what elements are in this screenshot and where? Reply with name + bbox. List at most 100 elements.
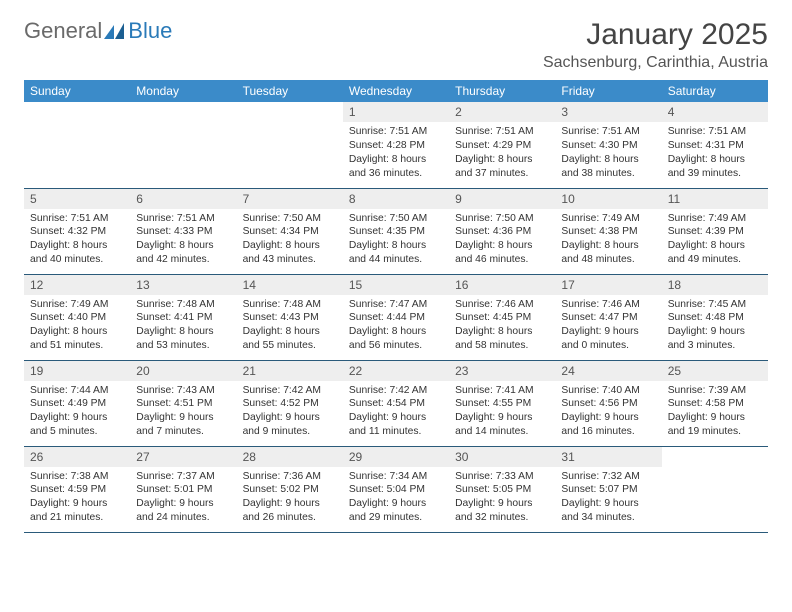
calendar-day-cell: [662, 446, 768, 532]
weekday-header: Thursday: [449, 80, 555, 102]
day-detail-line: Sunrise: 7:46 AM: [561, 298, 655, 312]
day-detail-line: Sunset: 4:55 PM: [455, 397, 549, 411]
day-number: 22: [343, 361, 449, 381]
day-detail-line: Daylight: 8 hours: [136, 325, 230, 339]
day-details: [130, 122, 236, 131]
calendar-day-cell: 9Sunrise: 7:50 AMSunset: 4:36 PMDaylight…: [449, 188, 555, 274]
day-number: [24, 102, 130, 122]
day-details: Sunrise: 7:47 AMSunset: 4:44 PMDaylight:…: [343, 295, 449, 360]
day-details: Sunrise: 7:37 AMSunset: 5:01 PMDaylight:…: [130, 467, 236, 532]
calendar-day-cell: 14Sunrise: 7:48 AMSunset: 4:43 PMDayligh…: [237, 274, 343, 360]
calendar-table: SundayMondayTuesdayWednesdayThursdayFrid…: [24, 80, 768, 533]
day-details: Sunrise: 7:51 AMSunset: 4:33 PMDaylight:…: [130, 209, 236, 274]
day-number: 31: [555, 447, 661, 467]
day-number: 21: [237, 361, 343, 381]
day-detail-line: Daylight: 9 hours: [561, 497, 655, 511]
day-detail-line: Daylight: 8 hours: [243, 239, 337, 253]
day-details: Sunrise: 7:49 AMSunset: 4:39 PMDaylight:…: [662, 209, 768, 274]
calendar-day-cell: 10Sunrise: 7:49 AMSunset: 4:38 PMDayligh…: [555, 188, 661, 274]
day-detail-line: Sunrise: 7:46 AM: [455, 298, 549, 312]
day-details: Sunrise: 7:45 AMSunset: 4:48 PMDaylight:…: [662, 295, 768, 360]
header: General Blue January 2025 Sachsenburg, C…: [24, 18, 768, 72]
calendar-day-cell: [237, 102, 343, 188]
day-details: Sunrise: 7:51 AMSunset: 4:32 PMDaylight:…: [24, 209, 130, 274]
day-detail-line: Daylight: 8 hours: [668, 153, 762, 167]
day-number: 9: [449, 189, 555, 209]
day-number: 7: [237, 189, 343, 209]
day-detail-line: Sunset: 4:56 PM: [561, 397, 655, 411]
day-detail-line: Daylight: 8 hours: [30, 325, 124, 339]
day-detail-line: Sunset: 4:31 PM: [668, 139, 762, 153]
day-detail-line: Sunrise: 7:42 AM: [243, 384, 337, 398]
day-details: Sunrise: 7:50 AMSunset: 4:34 PMDaylight:…: [237, 209, 343, 274]
day-detail-line: Sunset: 4:44 PM: [349, 311, 443, 325]
day-detail-line: Sunset: 4:36 PM: [455, 225, 549, 239]
day-detail-line: Daylight: 9 hours: [136, 497, 230, 511]
day-detail-line: Sunset: 4:54 PM: [349, 397, 443, 411]
day-details: Sunrise: 7:51 AMSunset: 4:29 PMDaylight:…: [449, 122, 555, 187]
calendar-day-cell: 18Sunrise: 7:45 AMSunset: 4:48 PMDayligh…: [662, 274, 768, 360]
calendar-day-cell: 22Sunrise: 7:42 AMSunset: 4:54 PMDayligh…: [343, 360, 449, 446]
calendar-day-cell: 26Sunrise: 7:38 AMSunset: 4:59 PMDayligh…: [24, 446, 130, 532]
day-number: 19: [24, 361, 130, 381]
day-detail-line: and 24 minutes.: [136, 511, 230, 525]
day-number: 6: [130, 189, 236, 209]
day-details: Sunrise: 7:39 AMSunset: 4:58 PMDaylight:…: [662, 381, 768, 446]
day-detail-line: Daylight: 9 hours: [349, 411, 443, 425]
day-detail-line: and 51 minutes.: [30, 339, 124, 353]
day-details: Sunrise: 7:49 AMSunset: 4:38 PMDaylight:…: [555, 209, 661, 274]
day-detail-line: Sunset: 5:02 PM: [243, 483, 337, 497]
calendar-day-cell: [130, 102, 236, 188]
day-detail-line: Sunset: 4:43 PM: [243, 311, 337, 325]
day-number: 15: [343, 275, 449, 295]
title-block: January 2025 Sachsenburg, Carinthia, Aus…: [543, 18, 768, 72]
calendar-day-cell: 15Sunrise: 7:47 AMSunset: 4:44 PMDayligh…: [343, 274, 449, 360]
calendar-week-row: 26Sunrise: 7:38 AMSunset: 4:59 PMDayligh…: [24, 446, 768, 532]
day-detail-line: Sunset: 4:47 PM: [561, 311, 655, 325]
day-detail-line: Sunrise: 7:49 AM: [30, 298, 124, 312]
day-detail-line: Sunset: 5:04 PM: [349, 483, 443, 497]
day-number: 25: [662, 361, 768, 381]
day-number: 20: [130, 361, 236, 381]
day-details: Sunrise: 7:49 AMSunset: 4:40 PMDaylight:…: [24, 295, 130, 360]
day-detail-line: Sunrise: 7:41 AM: [455, 384, 549, 398]
day-detail-line: and 16 minutes.: [561, 425, 655, 439]
weekday-header: Saturday: [662, 80, 768, 102]
day-detail-line: Sunrise: 7:34 AM: [349, 470, 443, 484]
calendar-day-cell: 12Sunrise: 7:49 AMSunset: 4:40 PMDayligh…: [24, 274, 130, 360]
calendar-day-cell: 19Sunrise: 7:44 AMSunset: 4:49 PMDayligh…: [24, 360, 130, 446]
calendar-day-cell: 8Sunrise: 7:50 AMSunset: 4:35 PMDaylight…: [343, 188, 449, 274]
day-detail-line: and 36 minutes.: [349, 167, 443, 181]
day-detail-line: and 34 minutes.: [561, 511, 655, 525]
calendar-day-cell: 30Sunrise: 7:33 AMSunset: 5:05 PMDayligh…: [449, 446, 555, 532]
calendar-day-cell: 28Sunrise: 7:36 AMSunset: 5:02 PMDayligh…: [237, 446, 343, 532]
day-detail-line: Daylight: 8 hours: [561, 239, 655, 253]
day-detail-line: and 53 minutes.: [136, 339, 230, 353]
day-detail-line: Daylight: 9 hours: [349, 497, 443, 511]
logo-text-blue: Blue: [128, 18, 172, 44]
calendar-header-row: SundayMondayTuesdayWednesdayThursdayFrid…: [24, 80, 768, 102]
day-detail-line: Sunset: 4:30 PM: [561, 139, 655, 153]
day-detail-line: Sunrise: 7:32 AM: [561, 470, 655, 484]
day-detail-line: and 44 minutes.: [349, 253, 443, 267]
day-details: Sunrise: 7:44 AMSunset: 4:49 PMDaylight:…: [24, 381, 130, 446]
day-detail-line: Sunrise: 7:48 AM: [136, 298, 230, 312]
calendar-day-cell: 21Sunrise: 7:42 AMSunset: 4:52 PMDayligh…: [237, 360, 343, 446]
day-detail-line: and 26 minutes.: [243, 511, 337, 525]
day-number: 29: [343, 447, 449, 467]
day-detail-line: and 40 minutes.: [30, 253, 124, 267]
day-details: Sunrise: 7:38 AMSunset: 4:59 PMDaylight:…: [24, 467, 130, 532]
day-details: Sunrise: 7:50 AMSunset: 4:35 PMDaylight:…: [343, 209, 449, 274]
day-detail-line: Daylight: 8 hours: [561, 153, 655, 167]
day-detail-line: and 11 minutes.: [349, 425, 443, 439]
day-number: [130, 102, 236, 122]
day-number: 26: [24, 447, 130, 467]
day-detail-line: and 0 minutes.: [561, 339, 655, 353]
calendar-day-cell: [24, 102, 130, 188]
calendar-day-cell: 6Sunrise: 7:51 AMSunset: 4:33 PMDaylight…: [130, 188, 236, 274]
day-number: 4: [662, 102, 768, 122]
day-detail-line: Sunset: 4:49 PM: [30, 397, 124, 411]
day-detail-line: and 14 minutes.: [455, 425, 549, 439]
location: Sachsenburg, Carinthia, Austria: [543, 54, 768, 72]
day-details: Sunrise: 7:43 AMSunset: 4:51 PMDaylight:…: [130, 381, 236, 446]
